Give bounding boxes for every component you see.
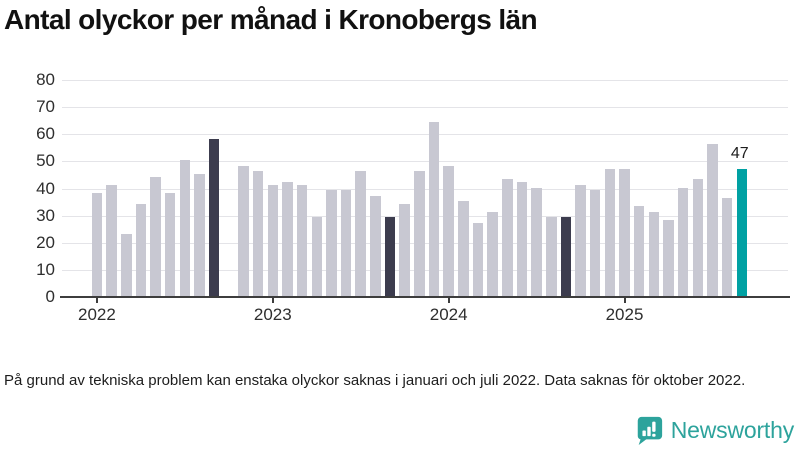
y-gridline-40 xyxy=(62,188,788,190)
y-gridline-80 xyxy=(62,80,788,81)
bar-2023-07 xyxy=(355,171,366,296)
bar-2025-03 xyxy=(648,211,660,296)
bar-2025-01 xyxy=(619,168,630,296)
bar-2024-06 xyxy=(516,182,528,296)
bar-2024-03 xyxy=(472,222,484,296)
bar-2024-12 xyxy=(604,168,616,296)
bar-2023-05 xyxy=(326,190,337,296)
bar-2024-05 xyxy=(502,179,513,296)
bar-2024-08 xyxy=(546,217,557,296)
bar-2024-01 xyxy=(443,165,454,296)
bar-2025-05 xyxy=(677,187,689,296)
footnote-text: På grund av tekniska problem kan enstaka… xyxy=(4,372,746,389)
x-axis-label-2023: 2023 xyxy=(253,305,292,324)
x-axis-tick-2024 xyxy=(447,298,450,303)
bar-2022-11 xyxy=(238,165,249,296)
x-axis-tick-2023 xyxy=(271,298,274,303)
bar-2024-07 xyxy=(531,187,542,296)
bar-2022-01 xyxy=(91,192,103,296)
y-axis-label-40: 40 xyxy=(36,178,55,198)
bar-2022-03 xyxy=(121,233,132,296)
newsworthy-chart-bubble-icon xyxy=(637,416,662,445)
bar-2022-09 xyxy=(208,138,220,296)
x-axis-label-2025: 2025 xyxy=(605,305,644,324)
bar-2023-03 xyxy=(296,184,308,296)
newsworthy-logo-text: Newsworthy xyxy=(670,416,794,443)
bar-2023-02 xyxy=(282,182,293,296)
y-gridline-50 xyxy=(62,161,788,163)
bar-2022-06 xyxy=(164,192,176,296)
bar-2023-01 xyxy=(267,184,279,296)
bar-2024-04 xyxy=(487,211,498,296)
bar-2023-09 xyxy=(384,217,396,296)
bar-2023-12 xyxy=(428,122,440,296)
y-axis-label-80: 80 xyxy=(36,70,55,89)
bar-2023-06 xyxy=(340,190,352,296)
y-axis-label-30: 30 xyxy=(36,205,55,225)
y-axis-label-20: 20 xyxy=(36,232,55,252)
x-axis-line xyxy=(60,296,790,298)
bar-2023-10 xyxy=(399,203,410,296)
chart-title: Antal olyckor per månad i Kronobergs län xyxy=(4,4,538,35)
bar-2023-08 xyxy=(370,195,381,296)
y-gridline-30 xyxy=(62,215,788,217)
x-axis-label-2022: 2022 xyxy=(78,305,116,324)
bar-2025-06 xyxy=(692,179,704,296)
y-axis-label-0: 0 xyxy=(45,287,55,306)
bar-2023-04 xyxy=(311,217,323,296)
bar-2023-11 xyxy=(414,171,425,296)
bar-2025-04 xyxy=(663,220,674,296)
y-axis-label-50: 50 xyxy=(36,151,55,171)
bar-2022-02 xyxy=(106,184,117,296)
bar-2025-08 xyxy=(721,198,733,296)
bar-2022-07 xyxy=(179,160,191,296)
x-axis-tick-2025 xyxy=(623,298,626,303)
y-axis-label-70: 70 xyxy=(36,97,55,117)
bar-2022-08 xyxy=(194,173,205,296)
latest-value-label: 47 xyxy=(730,144,749,162)
x-axis-tick-2022 xyxy=(95,298,98,303)
bar-2024-11 xyxy=(589,190,601,296)
y-gridline-20 xyxy=(62,242,788,244)
bar-2025-07 xyxy=(707,144,718,296)
y-gridline-60 xyxy=(62,134,788,136)
bar-2024-09 xyxy=(560,217,572,296)
bar-2025-09 xyxy=(736,168,748,296)
y-axis-label-60: 60 xyxy=(36,124,55,144)
bar-2025-02 xyxy=(633,206,645,296)
newsworthy-logo: Newsworthy xyxy=(634,415,794,445)
bar-2022-12 xyxy=(252,171,264,296)
y-axis-label-10: 10 xyxy=(36,259,55,279)
y-gridline-70 xyxy=(62,107,788,109)
bar-2022-04 xyxy=(135,203,147,296)
x-axis-label-2024: 2024 xyxy=(429,305,468,324)
y-gridline-10 xyxy=(62,269,788,271)
bar-2024-02 xyxy=(458,201,469,296)
bar-2024-10 xyxy=(575,184,586,296)
bar-2022-05 xyxy=(150,176,161,296)
